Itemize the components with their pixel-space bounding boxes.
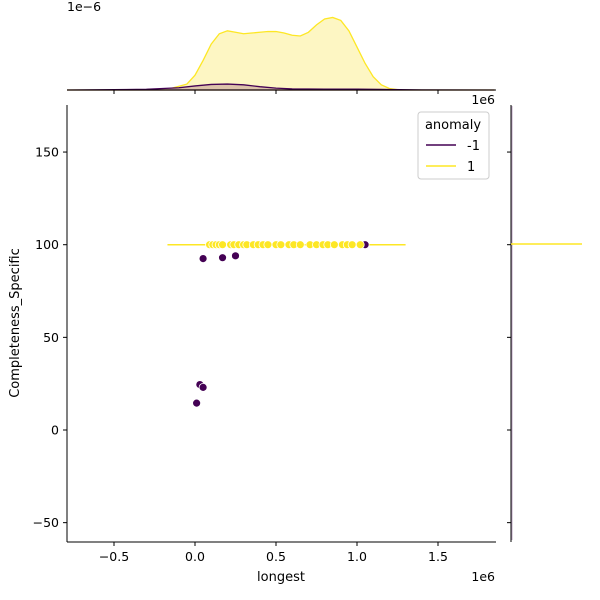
top-x-offset-text: 1e6	[471, 92, 495, 107]
y-tick-label: 100	[35, 237, 59, 252]
x-axis-ticks: −0.5 0.0 0.5 1.0 1.5	[99, 542, 448, 564]
x-axis-label: longest	[257, 570, 305, 585]
legend-title: anomaly	[425, 118, 481, 133]
x-tick-label: 0.5	[266, 549, 286, 564]
scatter-point-anomaly-neg1	[198, 382, 208, 392]
top-marginal-offset-text: 1e−6	[67, 0, 101, 14]
x-axis-offset-text: 1e6	[471, 569, 495, 584]
x-tick-label: −0.5	[99, 549, 129, 564]
scatter-point-anomaly-1	[355, 240, 365, 250]
y-axis-ticks: 150 100 50 0 −50	[33, 145, 67, 530]
scatter-point-anomaly-neg1	[198, 254, 208, 263]
y-axis-label: Completeness_Specific	[8, 248, 23, 398]
legend-label-1: 1	[467, 160, 475, 175]
x-tick-label: 1.0	[347, 549, 367, 564]
scatter-point-anomaly-neg1	[218, 253, 227, 263]
main-scatter-axes: −0.5 0.0 0.5 1.0 1.5 150 100 50 0 −50 longest 1e…	[8, 105, 496, 585]
top-marginal-kde: 1e−6	[66, 0, 496, 94]
x-tick-label: 1.5	[428, 549, 448, 564]
y-tick-label: 150	[35, 145, 59, 160]
scatter-point-anomaly-1	[329, 240, 339, 250]
y-tick-label: 0	[51, 423, 59, 438]
right-marginal-kde	[507, 105, 582, 542]
kde-top-anomaly-1	[67, 16, 495, 91]
right-marginal-ticks	[507, 151, 511, 524]
y-tick-label: −50	[33, 515, 59, 530]
scatter-point-anomaly-neg1	[192, 398, 202, 408]
top-marginal-ticks	[113, 90, 439, 94]
y-tick-label: 50	[43, 330, 59, 345]
scatter-point-anomaly-1	[263, 240, 273, 250]
legend-label-neg1: -1	[467, 139, 480, 154]
scatter-point-anomaly-1	[295, 240, 305, 250]
scatter-point-anomaly-neg1	[231, 251, 240, 261]
x-tick-label: 0.0	[185, 549, 205, 564]
legend: anomaly -1 1	[417, 111, 490, 180]
scatter-point-anomaly-1	[218, 240, 227, 250]
scatter-points	[192, 240, 370, 408]
scatter-point-anomaly-1	[347, 240, 357, 250]
scatter-point-anomaly-1	[276, 240, 286, 250]
